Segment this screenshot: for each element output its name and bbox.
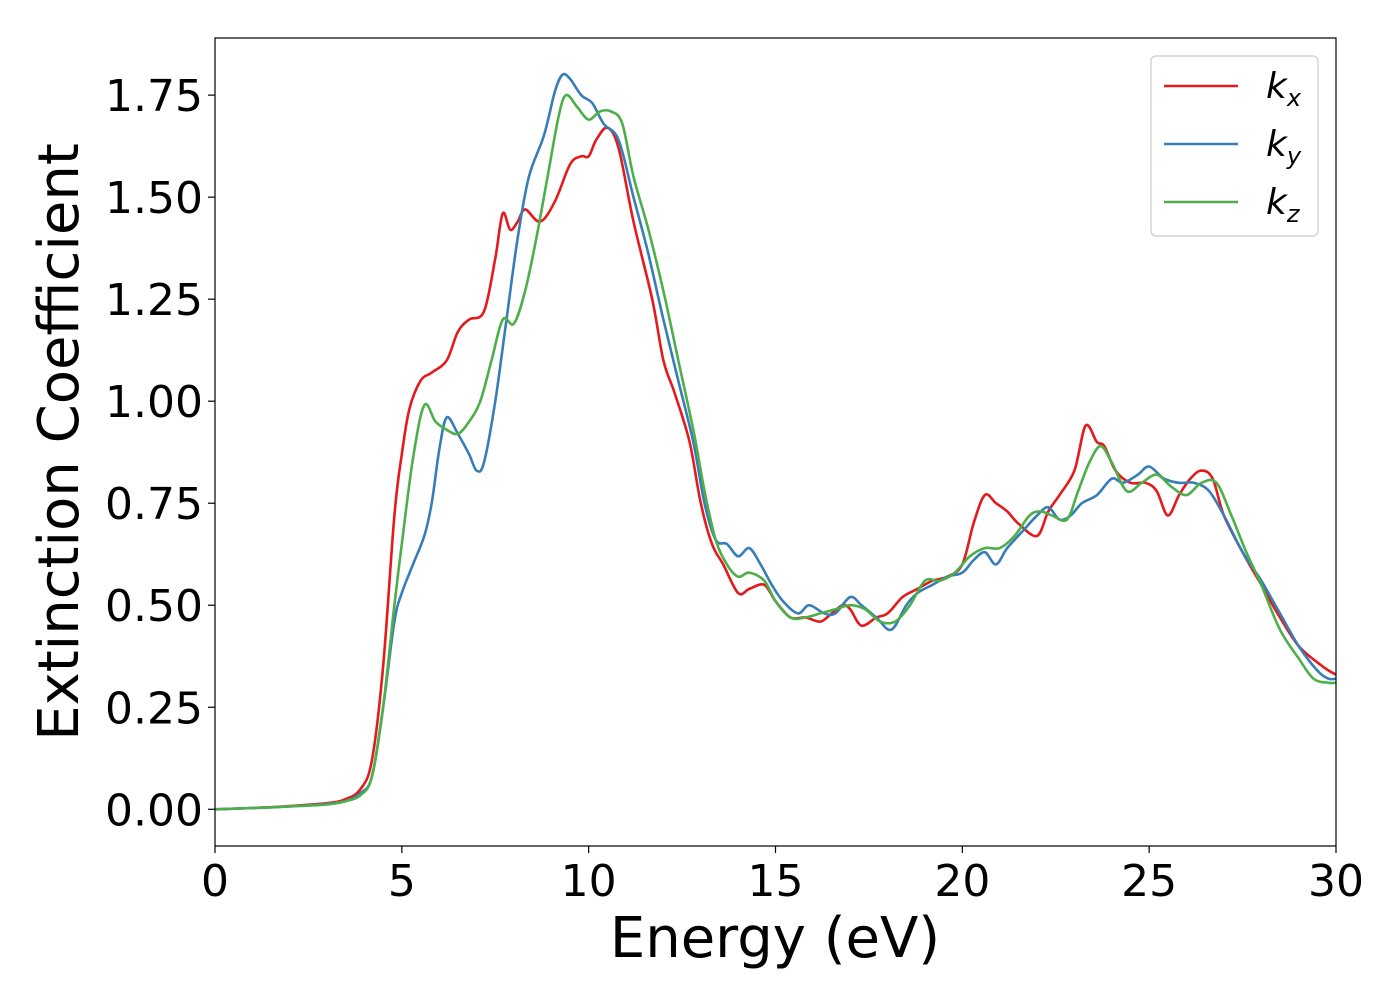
x-axis-label: Energy (eV) xyxy=(610,906,940,971)
y-tick-label: 0.50 xyxy=(105,581,203,632)
y-tick-label: 0.00 xyxy=(105,785,203,836)
series-layer xyxy=(214,72,1337,811)
y-tick-label: 0.75 xyxy=(105,479,203,530)
legend-label-x: kx xyxy=(1266,66,1302,112)
x-axis-ticks: 0 5 10 15 20 25 30 xyxy=(201,846,1364,907)
y-axis-ticks: 0.00 0.25 0.50 0.75 1.00 1.25 1.50 1.75 xyxy=(105,71,215,836)
legend: kx ky kz xyxy=(1150,55,1319,237)
x-tick-label: 25 xyxy=(1121,856,1177,907)
series-line-z xyxy=(214,93,1337,811)
series-line-y xyxy=(214,72,1337,811)
x-tick-label: 30 xyxy=(1308,856,1364,907)
legend-label-z: kz xyxy=(1266,182,1301,228)
x-tick-label: 15 xyxy=(748,856,804,907)
x-tick-label: 10 xyxy=(561,856,617,907)
y-tick-label: 0.25 xyxy=(105,683,203,734)
y-axis-label: Extinction Coefficient xyxy=(27,143,92,741)
legend-box xyxy=(1150,55,1319,237)
legend-label-y: ky xyxy=(1266,124,1302,170)
y-tick-label: 1.00 xyxy=(105,377,203,428)
x-tick-label: 0 xyxy=(201,856,229,907)
y-tick-label: 1.75 xyxy=(105,71,203,122)
y-tick-label: 1.50 xyxy=(105,173,203,224)
y-tick-label: 1.25 xyxy=(105,275,203,326)
x-tick-label: 20 xyxy=(934,856,990,907)
x-tick-label: 5 xyxy=(388,856,416,907)
